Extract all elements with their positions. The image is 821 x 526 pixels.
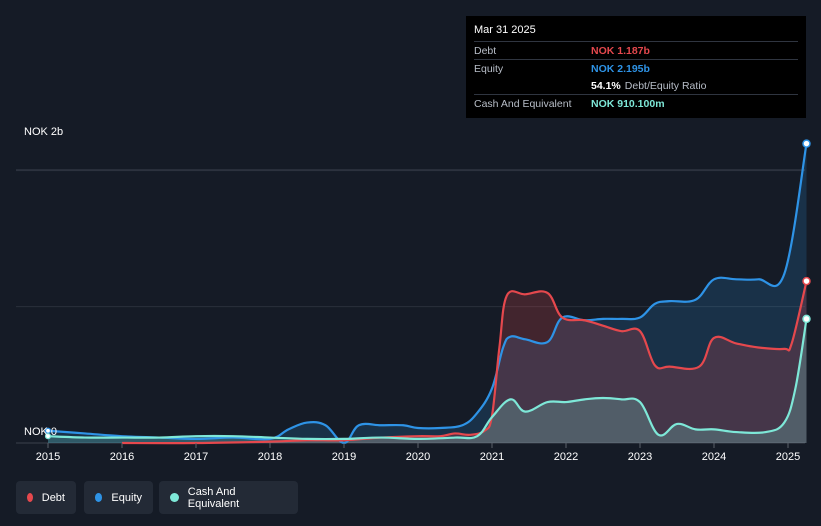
tooltip-ratio-row: 54.1% Debt/Equity Ratio xyxy=(474,77,798,94)
cash-dot-icon xyxy=(170,493,179,502)
tooltip-cash-label: Cash And Equivalent xyxy=(474,97,572,110)
data-tooltip: Mar 31 2025 Debt NOK 1.187b Equity NOK 2… xyxy=(466,16,806,118)
chart-areas xyxy=(48,143,807,444)
x-tick-label: 2016 xyxy=(110,451,134,463)
x-tick-label: 2019 xyxy=(332,451,356,463)
legend-item-debt[interactable]: Debt xyxy=(16,481,76,514)
x-tick-label: 2017 xyxy=(184,451,208,463)
x-tick-label: 2021 xyxy=(480,451,504,463)
tooltip-ratio-label: Debt/Equity Ratio xyxy=(624,79,707,92)
legend-debt-label: Debt xyxy=(41,491,65,504)
legend-cash-label: Cash And Equivalent xyxy=(187,485,240,510)
tooltip-ratio-value: 54.1% xyxy=(591,79,621,92)
tooltip-cash-row: Cash And Equivalent NOK 910.100m xyxy=(474,94,798,112)
x-tick-label: 2015 xyxy=(36,451,60,463)
x-tick-label: 2018 xyxy=(258,451,282,463)
cash-startpoint xyxy=(44,433,52,440)
x-tick-label: 2024 xyxy=(702,451,726,463)
tooltip-equity-value: NOK 2.195b xyxy=(591,62,650,75)
equity-dot-icon xyxy=(95,493,103,502)
x-tick-label: 2025 xyxy=(776,451,800,463)
tooltip-debt-row: Debt NOK 1.187b xyxy=(474,41,798,59)
cash-line xyxy=(47,318,808,441)
equity-line xyxy=(47,143,808,445)
debt-endpoint xyxy=(802,276,811,286)
chart-endpoints xyxy=(44,139,811,440)
chart-lines xyxy=(47,143,808,445)
chart-grid xyxy=(16,169,805,444)
tooltip-cash-value: NOK 910.100m xyxy=(591,97,665,110)
cash-area xyxy=(48,318,807,443)
legend-equity-label: Equity xyxy=(111,491,142,504)
x-tick-label: 2023 xyxy=(628,451,652,463)
tooltip-debt-value: NOK 1.187b xyxy=(591,44,650,57)
y-axis-label-top: NOK 2b xyxy=(24,126,63,138)
tooltip-equity-row: Equity NOK 2.195b xyxy=(474,59,798,77)
x-tick-label: 2022 xyxy=(554,451,578,463)
tooltip-equity-label: Equity xyxy=(474,62,504,75)
y-axis-label-bottom: NOK 0 xyxy=(24,426,57,438)
tooltip-debt-label: Debt xyxy=(474,44,497,57)
equity-endpoint xyxy=(802,139,811,148)
x-axis-ticks: 2015 2016 2017 2018 2019 2020 2021 2022 2023 2024… xyxy=(36,443,800,463)
legend-item-equity[interactable]: Equity xyxy=(84,481,153,514)
tooltip-date: Mar 31 2025 xyxy=(474,24,536,36)
cash-endpoint xyxy=(802,314,811,324)
x-tick-label: 2020 xyxy=(406,451,430,463)
legend-item-cash[interactable]: Cash And Equivalent xyxy=(159,481,298,514)
debt-dot-icon xyxy=(27,493,33,502)
debt-area xyxy=(122,281,807,444)
equity-area xyxy=(48,143,807,444)
